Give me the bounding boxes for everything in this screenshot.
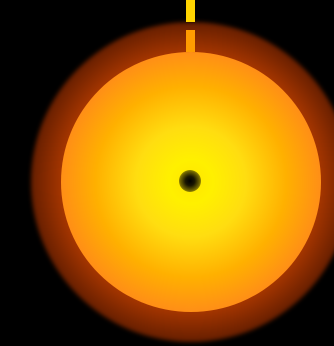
black-hole-icon xyxy=(179,170,201,192)
position-marker-top-icon xyxy=(186,0,195,22)
position-marker-bottom-icon xyxy=(186,30,195,52)
